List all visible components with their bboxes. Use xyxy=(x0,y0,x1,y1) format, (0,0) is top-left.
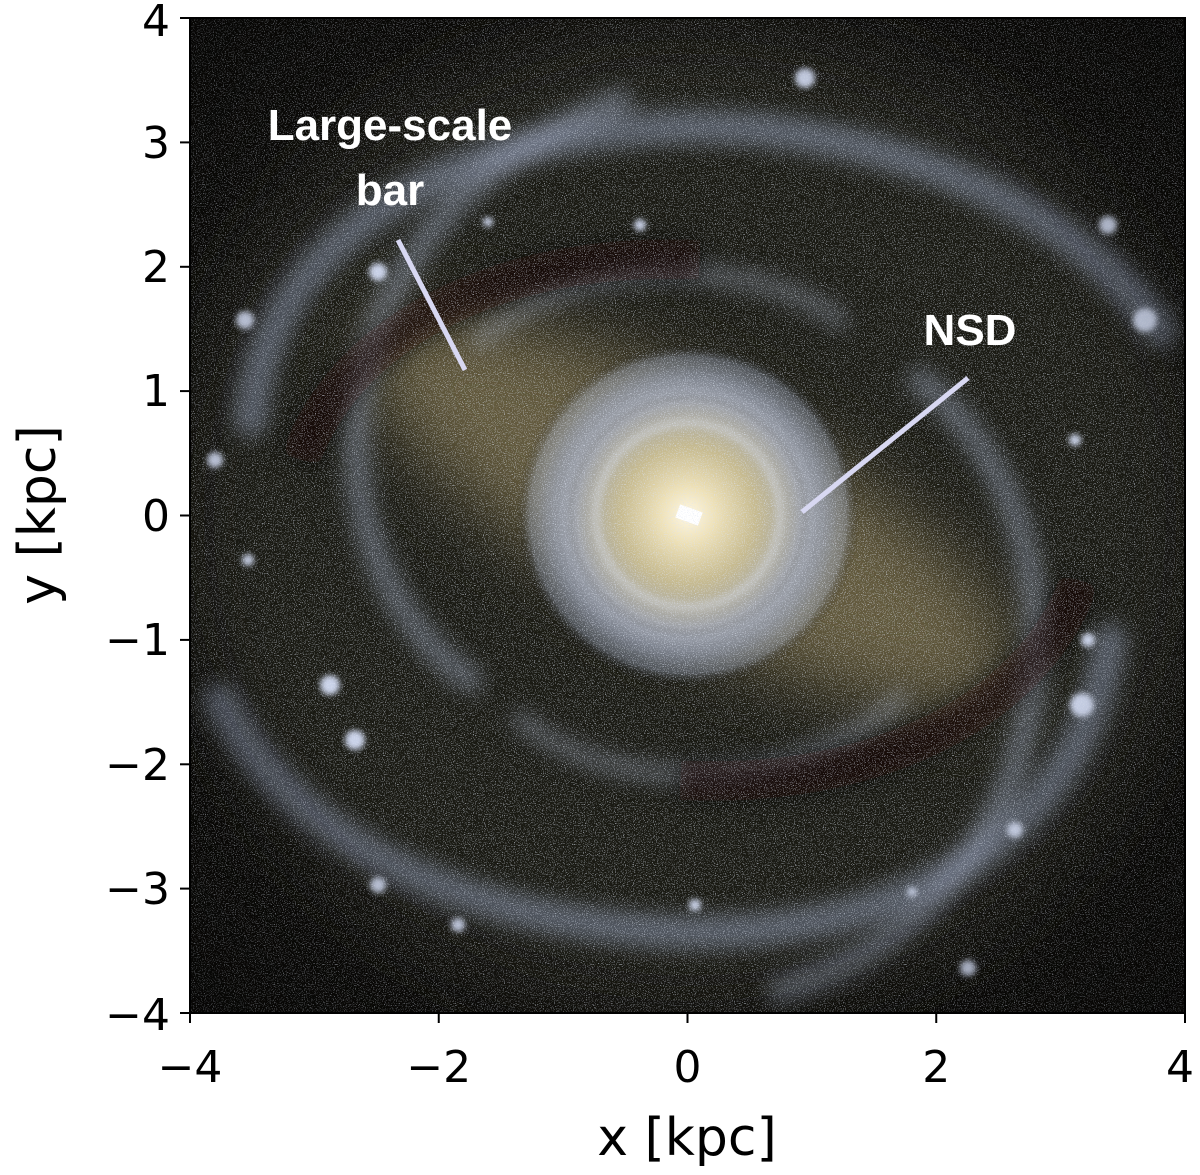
y-tick-label: 4 xyxy=(142,0,170,47)
bar-label-line1: Large-scale xyxy=(268,101,513,150)
x-tick-label: −4 xyxy=(158,1042,223,1093)
y-axis-title: y [kpc] xyxy=(8,425,68,605)
edge-vignette xyxy=(190,18,1185,1013)
x-tick-label: 4 xyxy=(1166,1042,1194,1093)
nsd-pointer-line xyxy=(800,376,970,514)
y-tick-label: 2 xyxy=(142,242,170,293)
bar-label-line2: bar xyxy=(356,166,424,215)
annotations: Large-scale bar NSD xyxy=(268,101,1017,514)
y-tick-label: 1 xyxy=(142,366,170,417)
x-tick-label: 0 xyxy=(674,1042,702,1093)
y-tick-label: −1 xyxy=(105,615,170,666)
bar-pointer-line xyxy=(395,238,468,372)
x-tick-labels: −4 −2 0 2 4 xyxy=(158,1042,1194,1093)
y-tick-label: 0 xyxy=(142,491,170,542)
y-ticks xyxy=(180,17,190,1014)
x-ticks xyxy=(189,1013,1186,1023)
x-tick-label: 2 xyxy=(922,1042,950,1093)
x-axis-title: x [kpc] xyxy=(597,1108,777,1168)
y-tick-label: 3 xyxy=(142,118,170,169)
y-tick-label: −2 xyxy=(105,740,170,791)
galaxy-image xyxy=(190,18,1185,1013)
nsd-label: NSD xyxy=(924,306,1017,355)
y-tick-labels: 4 3 2 1 0 −1 −2 −3 −4 xyxy=(105,0,170,1041)
y-tick-label: −3 xyxy=(105,864,170,915)
y-tick-label: −4 xyxy=(105,990,170,1041)
x-tick-label: −2 xyxy=(406,1042,471,1093)
